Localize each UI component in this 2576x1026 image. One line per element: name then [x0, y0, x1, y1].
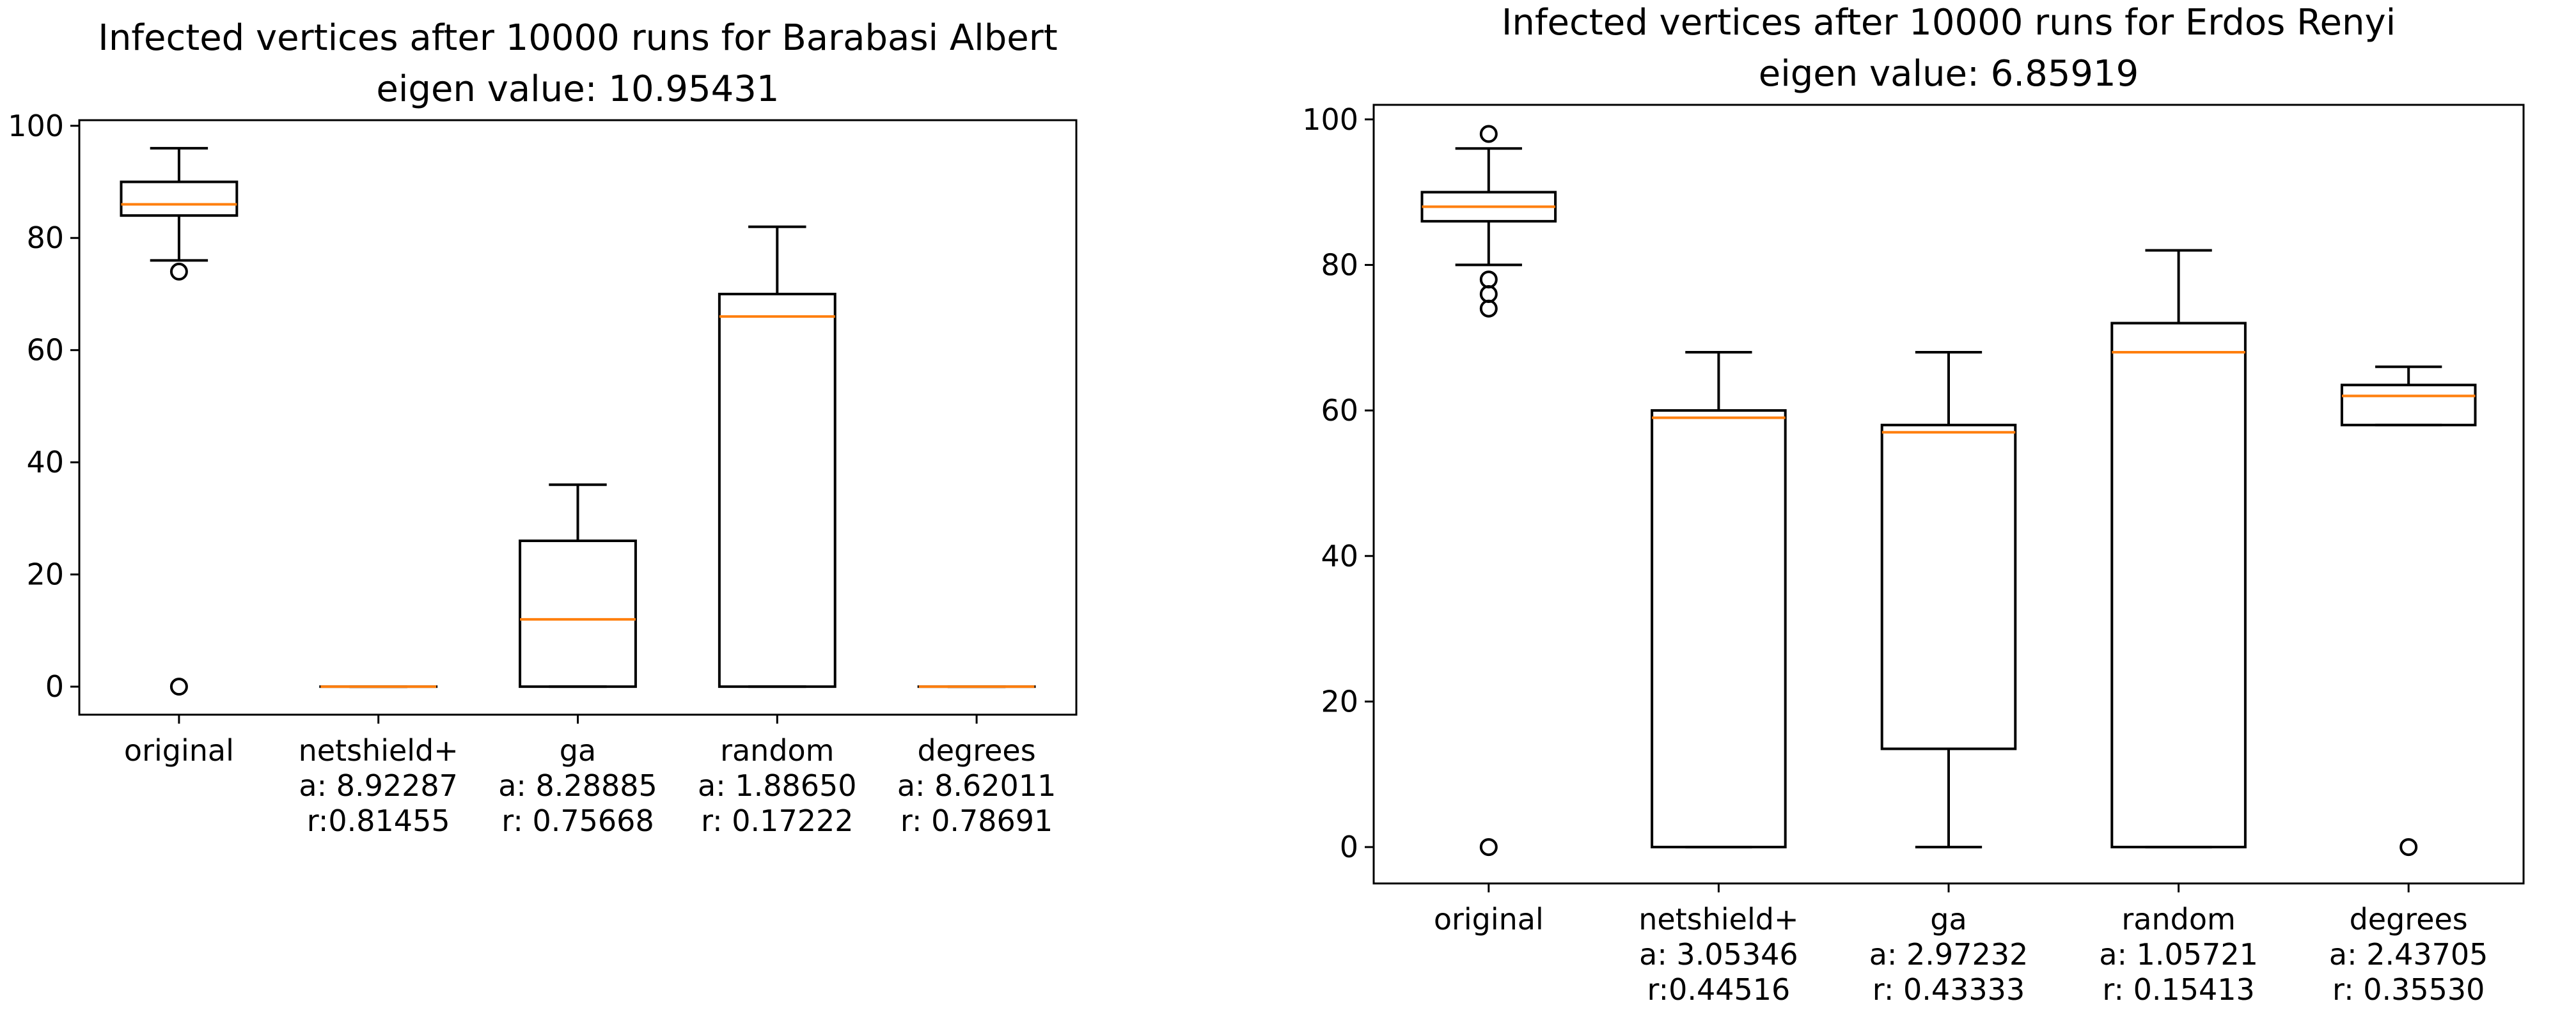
y-tick-label: 80	[1321, 247, 1358, 282]
box-netshield+	[1652, 352, 1786, 847]
outlier-point	[1481, 286, 1496, 302]
x-tick-sublabel: r: 0.15413	[2102, 972, 2254, 1007]
box-rect	[121, 182, 237, 216]
box-ga	[1882, 352, 2016, 847]
y-tick-label: 20	[1321, 684, 1358, 719]
x-tick-sublabel: a: 1.05721	[2099, 937, 2258, 972]
x-tick-sublabel: r: 0.43333	[1873, 972, 2025, 1007]
box-original	[121, 148, 237, 694]
x-tick-sublabel: r:0.44516	[1647, 972, 1790, 1007]
outlier-point	[171, 679, 187, 694]
box-rect	[1652, 410, 1786, 847]
x-tick-sublabel: a: 1.88650	[698, 768, 857, 803]
x-tick-sublabel: a: 8.28885	[498, 768, 657, 803]
box-random	[2112, 251, 2245, 847]
chart-subtitle: eigen value: 10.95431	[376, 68, 779, 110]
x-tick-label: random	[2121, 902, 2235, 937]
y-tick-label: 20	[26, 557, 64, 592]
chart-title: Infected vertices after 10000 runs for E…	[1502, 2, 2396, 43]
box-rect	[1882, 425, 2016, 749]
x-tick-label: ga	[1930, 902, 1967, 937]
x-tick-sublabel: r: 0.75668	[501, 804, 654, 838]
y-tick-label: 100	[8, 109, 64, 143]
box-ga	[520, 485, 636, 687]
outlier-point	[1481, 272, 1496, 287]
chart-title: Infected vertices after 10000 runs for B…	[98, 17, 1057, 59]
y-tick-label: 0	[45, 669, 64, 704]
x-tick-sublabel: r: 0.78691	[900, 804, 1053, 838]
box-original	[1422, 127, 1556, 855]
box-rect	[2342, 385, 2476, 425]
x-tick-label: degrees	[2350, 902, 2468, 937]
outlier-point	[171, 264, 187, 279]
x-tick-label: netshield+	[299, 733, 459, 768]
chart-subtitle: eigen value: 6.85919	[1759, 53, 2139, 95]
x-tick-label: degrees	[918, 733, 1036, 768]
x-tick-sublabel: r: 0.17222	[701, 804, 853, 838]
chart-panel-1: Infected vertices after 10000 runs for B…	[8, 17, 1076, 838]
x-tick-sublabel: a: 2.43705	[2329, 937, 2488, 972]
x-tick-label: ga	[560, 733, 596, 768]
outlier-point	[1481, 839, 1496, 855]
x-tick-sublabel: a: 8.62011	[897, 768, 1056, 803]
y-tick-label: 40	[1321, 539, 1358, 573]
y-tick-label: 60	[26, 333, 64, 368]
x-tick-label: random	[720, 733, 834, 768]
outlier-point	[1481, 127, 1496, 142]
box-rect	[2112, 323, 2245, 847]
y-tick-label: 40	[26, 445, 64, 479]
x-tick-sublabel: a: 2.97232	[1869, 937, 2029, 972]
x-tick-label: original	[124, 733, 234, 768]
y-tick-label: 0	[1340, 830, 1358, 864]
box-degrees	[2342, 367, 2476, 855]
y-tick-label: 60	[1321, 393, 1358, 428]
x-tick-label: original	[1434, 902, 1544, 937]
x-tick-label: netshield+	[1638, 902, 1798, 937]
outlier-point	[2401, 839, 2416, 855]
box-rect	[520, 541, 636, 687]
x-tick-sublabel: r: 0.35530	[2332, 972, 2485, 1007]
y-tick-label: 100	[1302, 102, 1358, 137]
box-rect	[719, 294, 835, 687]
x-tick-sublabel: a: 8.92287	[299, 768, 458, 803]
outlier-point	[1481, 301, 1496, 316]
plot-frame	[79, 120, 1076, 715]
x-tick-sublabel: r:0.81455	[307, 804, 450, 838]
x-tick-sublabel: a: 3.05346	[1639, 937, 1798, 972]
chart-panel-2: Infected vertices after 10000 runs for E…	[1302, 2, 2524, 1007]
y-tick-label: 80	[26, 221, 64, 255]
box-random	[719, 227, 835, 687]
